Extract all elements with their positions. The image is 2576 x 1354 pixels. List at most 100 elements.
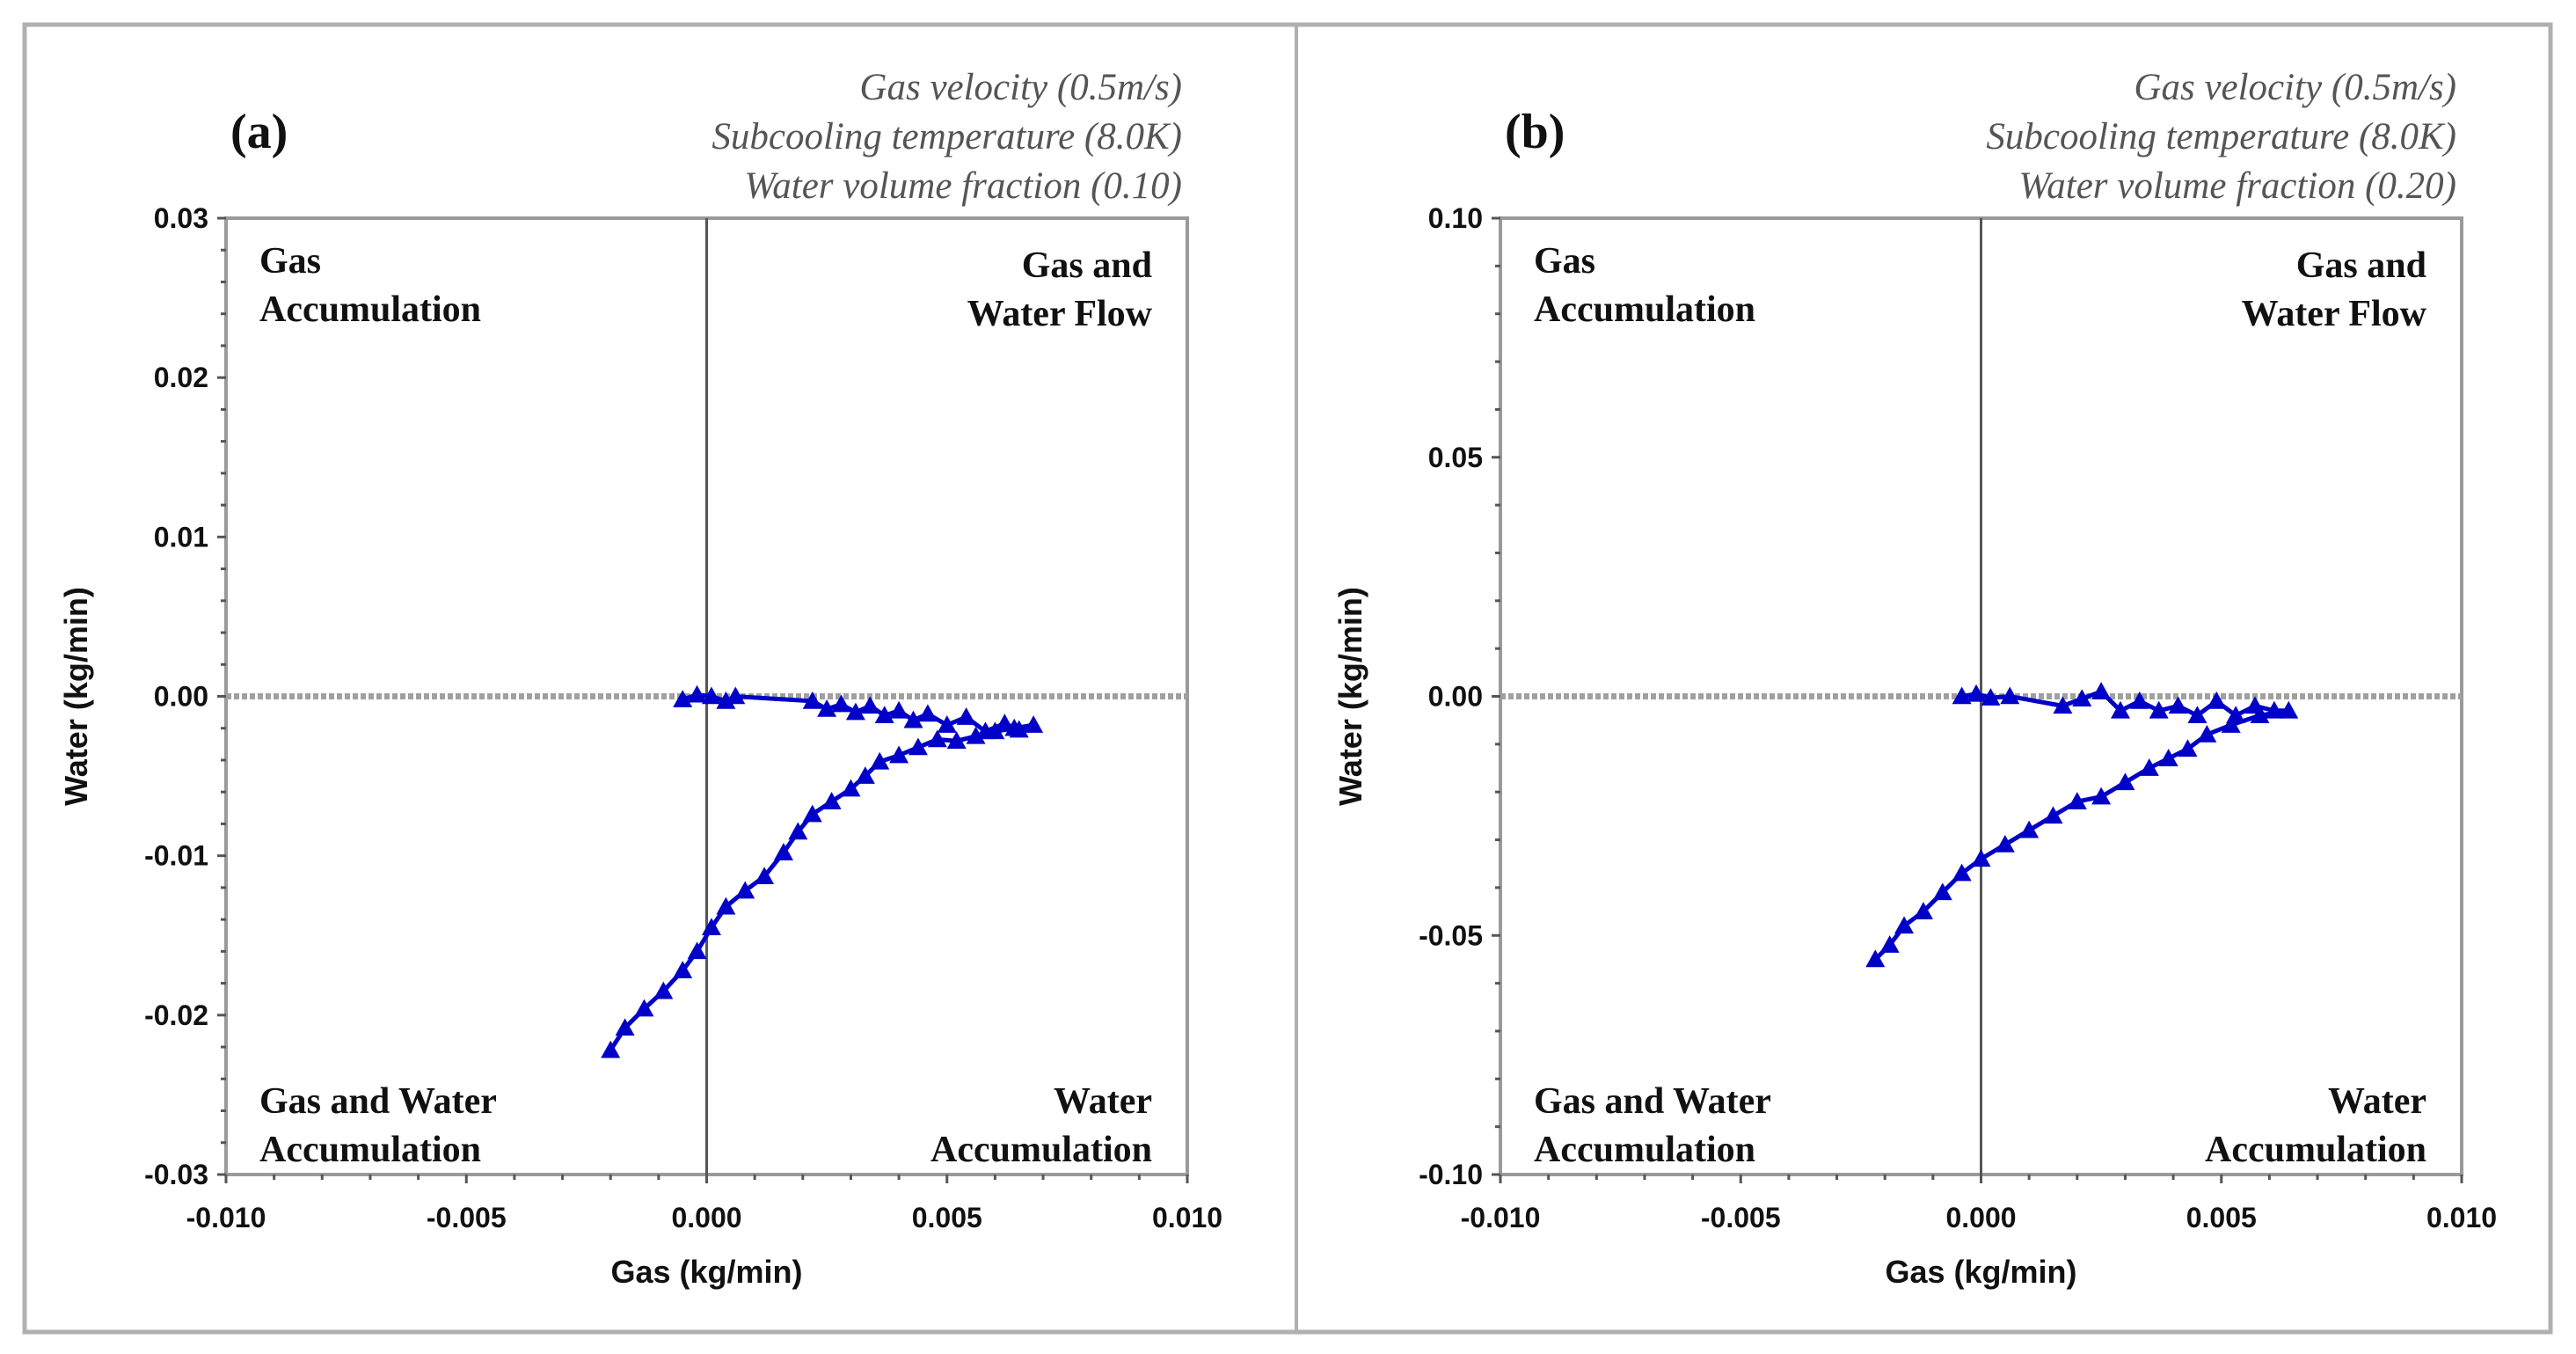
data-point [2000, 686, 2020, 705]
data-point [673, 961, 693, 978]
data-point [946, 731, 967, 750]
y-tick-label: 0.00 [1428, 681, 1483, 713]
data-point [2019, 820, 2040, 838]
y-tick-label: -0.02 [144, 999, 208, 1031]
data-point [2250, 706, 2270, 724]
data-point [601, 1040, 621, 1058]
y-tick-label: 0.10 [1428, 202, 1483, 234]
data-point [1894, 916, 1915, 934]
data-point [1932, 882, 1952, 901]
data-point [821, 792, 842, 809]
data-point [2053, 696, 2073, 714]
quadrant-label-bottom-right: Water [2328, 1081, 2426, 1122]
data-point [889, 745, 909, 764]
x-tick-label: 0.010 [2426, 1202, 2497, 1233]
data-point [2168, 696, 2188, 714]
data-point [2207, 691, 2227, 709]
data-point [889, 700, 909, 719]
y-tick-label: -0.01 [144, 840, 208, 872]
data-point [1971, 849, 1991, 867]
data-point [2178, 739, 2198, 758]
data-point [802, 804, 822, 823]
data-point [788, 822, 808, 840]
data-point [2115, 772, 2135, 791]
x-tick-label: -0.010 [1461, 1202, 1541, 1233]
quadrant-label-bottom-left: Accumulation [259, 1130, 481, 1170]
y-tick-label: -0.03 [144, 1159, 208, 1190]
data-point [966, 726, 986, 744]
data-point [615, 1018, 635, 1036]
data-point [2139, 758, 2159, 776]
y-tick-label: 0.02 [154, 362, 208, 393]
data-point [2129, 691, 2149, 709]
data-point [870, 751, 890, 770]
quadrant-label-top-right: Water Flow [967, 294, 1153, 334]
panel-label: (b) [1505, 105, 1565, 159]
x-axis-title: Gas (kg/min) [610, 1254, 802, 1290]
y-tick-label: 0.01 [154, 521, 208, 553]
quadrant-label-top-left: Gas [259, 241, 321, 282]
data-point [2043, 806, 2063, 824]
x-tick-label: 0.010 [1152, 1202, 1222, 1233]
x-axis-title: Gas (kg/min) [1885, 1254, 2076, 1290]
data-point [2149, 700, 2169, 719]
condition-annotation: Subcooling temperature (8.0K) [1986, 116, 2456, 157]
y-tick-label: -0.10 [1419, 1159, 1483, 1190]
y-tick-label: 0.03 [154, 202, 208, 234]
quadrant-label-top-left: Accumulation [1534, 289, 1755, 330]
data-point [1024, 715, 1044, 733]
data-point [2072, 689, 2092, 707]
y-axis-title: Water (kg/min) [1332, 587, 1368, 806]
data-point [2264, 700, 2284, 719]
data-point [701, 918, 721, 935]
data-point [917, 704, 938, 722]
condition-annotation: Subcooling temperature (8.0K) [712, 116, 1182, 157]
data-point [874, 706, 894, 724]
data-point [1004, 718, 1025, 736]
data-point [2110, 700, 2130, 719]
y-tick-label: 0.05 [1428, 442, 1483, 473]
quadrant-label-top-left: Accumulation [259, 289, 481, 330]
panel-a: Gas velocity (0.5m/s) Subcooling temperat… [58, 67, 1222, 1290]
quadrant-label-top-right: Gas and [1022, 245, 1152, 286]
data-point [653, 981, 674, 999]
y-tick-label: 0.00 [154, 681, 208, 713]
data-point [802, 691, 822, 709]
x-tick-label: 0.005 [912, 1202, 982, 1233]
y-tick-label: -0.05 [1419, 919, 1483, 951]
data-point [773, 843, 793, 860]
quadrant-label-top-left: Gas [1534, 241, 1595, 282]
panel-label: (a) [230, 105, 288, 159]
data-point [985, 721, 1005, 740]
data-point [2158, 749, 2178, 766]
condition-annotation: Water volume fraction (0.10) [744, 165, 1182, 207]
condition-annotation: Gas velocity (0.5m/s) [2134, 67, 2456, 108]
data-point [687, 941, 707, 960]
data-point [855, 766, 875, 784]
data-point [845, 702, 865, 721]
data-point [903, 710, 923, 728]
x-tick-label: 0.000 [1945, 1202, 2016, 1233]
data-point [716, 691, 736, 709]
data-point [673, 690, 693, 707]
data-point [831, 694, 851, 713]
data-point [735, 881, 755, 899]
data-point [716, 897, 736, 915]
data-point [2067, 792, 2087, 809]
data-point [841, 779, 861, 797]
condition-annotation: Water volume fraction (0.20) [2018, 165, 2456, 207]
quadrant-label-bottom-right: Accumulation [2205, 1130, 2426, 1170]
quadrant-label-bottom-left: Gas and Water [1534, 1081, 1771, 1122]
data-point [1995, 834, 2015, 853]
data-point [2091, 682, 2112, 699]
data-point [2221, 715, 2241, 733]
data-point [2279, 700, 2299, 719]
data-point [937, 715, 957, 733]
quadrant-label-top-right: Gas and [2296, 245, 2426, 286]
data-point [995, 714, 1015, 732]
data-point [1865, 949, 1886, 968]
data-point [908, 737, 928, 756]
data-point [726, 686, 746, 705]
x-tick-label: -0.010 [186, 1202, 266, 1233]
data-point [1879, 935, 1900, 953]
